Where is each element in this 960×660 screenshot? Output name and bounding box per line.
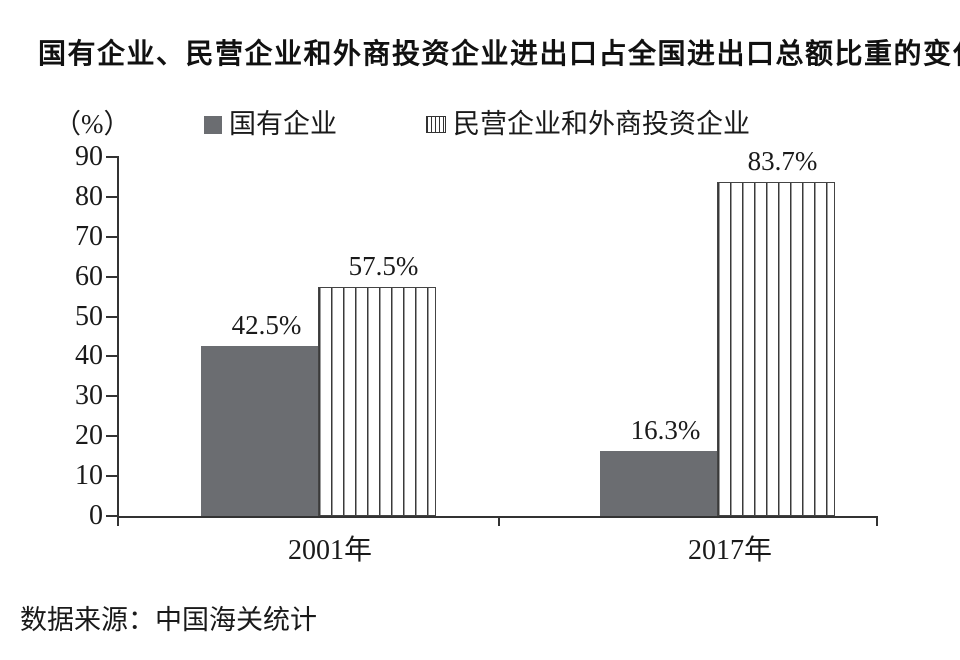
x-axis-tick: [876, 516, 878, 526]
y-axis-tick-label: 70: [75, 220, 103, 252]
legend-swatch-hatched-icon: [426, 116, 446, 134]
x-axis-tick: [117, 516, 119, 526]
bar-value-label: 57.5%: [348, 250, 419, 281]
legend-item-private-foreign: 民营企业和外商投资企业: [426, 102, 750, 141]
y-axis-tick: [106, 156, 119, 158]
bar-private-foreign-2017年: [717, 182, 835, 516]
y-axis-tick: [106, 355, 119, 358]
y-axis-tick: [106, 275, 119, 278]
y-axis-tick: [106, 235, 119, 238]
y-axis-tick: [106, 475, 119, 478]
legend-label-state-owned: 国有企业: [229, 109, 337, 139]
y-axis-tick-label: 50: [75, 300, 103, 332]
y-axis-tick: [106, 315, 119, 318]
y-axis-tick: [106, 395, 119, 398]
y-axis-tick-label: 30: [75, 380, 103, 412]
x-category-label-2017: 2017年: [687, 535, 773, 566]
y-axis-tick-label: 90: [75, 141, 103, 172]
y-axis-unit-label: （%）: [54, 109, 131, 139]
source-note: 数据来源：中国海关统计: [20, 605, 317, 635]
y-axis-tick-label: 60: [75, 260, 103, 292]
bar-state-owned-2001年: [201, 346, 318, 516]
y-axis-tick-label: 80: [75, 180, 103, 212]
bar-value-label: 42.5%: [231, 310, 302, 341]
chart-title: 国有企业、民营企业和外商投资企业进出口占全国进出口总额比重的变化: [38, 38, 960, 69]
y-axis-tick-label: 20: [75, 420, 103, 452]
bar-state-owned-2017年: [600, 450, 717, 516]
bar-private-foreign-2001年: [318, 286, 436, 516]
y-axis-tick-label: 40: [75, 340, 103, 372]
plot-area: 0 10 20 30 40 50 60 70 80 90 42.5% 57.5% 16.3% 83.7%: [75, 143, 878, 530]
legend-item-state-owned: 国有企业: [204, 102, 337, 141]
y-axis-tick-label: 10: [75, 460, 103, 492]
bar-value-label: 16.3%: [630, 414, 701, 445]
y-axis-tick: [106, 195, 119, 198]
x-category-label-2001: 2001年: [287, 535, 373, 566]
x-axis-tick: [498, 516, 500, 526]
y-axis-tick: [106, 435, 119, 438]
y-axis-tick-label: 0: [89, 500, 103, 531]
legend-swatch-solid-icon: [204, 115, 222, 134]
legend-label-private-foreign: 民营企业和外商投资企业: [453, 109, 750, 139]
bar-value-label: 83.7%: [747, 146, 818, 177]
y-axis-tick: [106, 515, 119, 517]
